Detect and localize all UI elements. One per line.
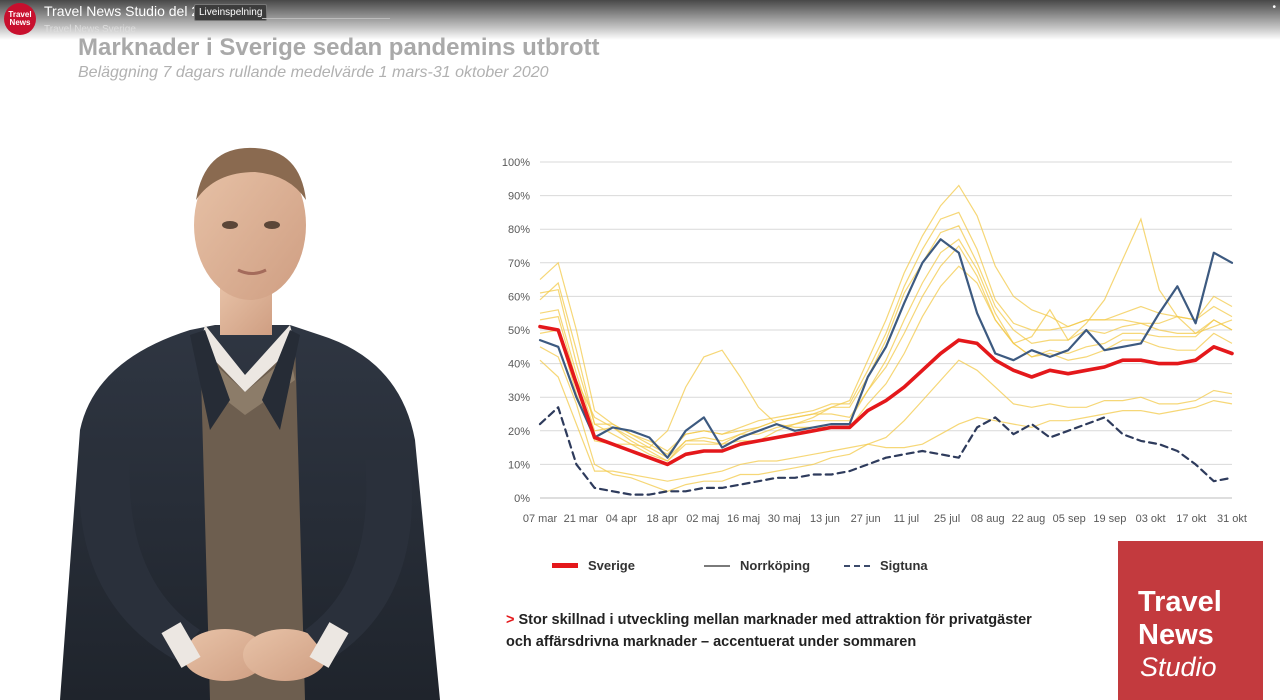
x-tick-label: 27 jun — [851, 513, 881, 525]
channel-logo-line1: Travel — [8, 10, 32, 19]
legend-label-sverige: Sverige — [588, 558, 635, 573]
takeaway-line2: och affärsdrivna marknader – accentuerat… — [506, 634, 917, 650]
legend-swatch-norrkoping — [704, 564, 730, 567]
y-tick-label: 40% — [508, 359, 530, 371]
x-tick-label: 25 jul — [934, 513, 960, 525]
brand-line3: Studio — [1140, 652, 1217, 682]
occupancy-line-chart: 0% 10% 20% 30% 40% 50% 60% 70% 80% 90% 100% 07 mar 2… — [502, 157, 1247, 525]
channel-logo-line2: News — [9, 18, 31, 27]
x-tick-label: 21 mar — [564, 513, 599, 525]
x-tick-label: 31 okt — [1217, 513, 1247, 525]
x-tick-label: 02 maj — [686, 513, 719, 525]
video-title[interactable]: Travel News Studio del 2 — [44, 3, 200, 19]
more-icon[interactable]: • — [1272, 2, 1276, 13]
legend-label-norrkoping: Norrköping — [740, 558, 811, 573]
takeaway-line1: > Stor skillnad i utveckling mellan mark… — [506, 609, 1116, 631]
y-tick-label: 0% — [514, 493, 530, 505]
y-tick-label: 80% — [508, 224, 530, 236]
y-tick-label: 60% — [508, 291, 530, 303]
x-tick-label: 11 jul — [894, 513, 919, 525]
channel-logo[interactable]: Travel News — [4, 3, 36, 35]
slide-takeaway: > Stor skillnad i utveckling mellan mark… — [506, 609, 1116, 653]
y-tick-label: 30% — [508, 392, 530, 404]
channel-name[interactable]: Travel News Sverige — [44, 24, 136, 35]
x-tick-label: 17 okt — [1176, 513, 1206, 525]
series-norrkoping — [538, 238, 1234, 459]
travel-news-studio-logo: Travel News Studio — [1118, 541, 1263, 700]
legend-item-sverige: Sverige — [552, 558, 635, 573]
y-tick-label: 90% — [508, 191, 530, 203]
x-tick-label: 05 sep — [1053, 513, 1086, 525]
brand-line1: Travel — [1138, 586, 1222, 618]
player-top-bar: Travel News Travel News Studio del 2 Liv… — [0, 0, 1280, 40]
series-sverige — [538, 324, 1234, 467]
takeaway-marker: > — [506, 612, 515, 628]
x-tick-label: 19 sep — [1093, 513, 1126, 525]
brand-line2: News — [1138, 619, 1214, 651]
presenter-video — [60, 147, 440, 700]
series-other-market — [539, 359, 1233, 482]
x-tick-label: 08 aug — [971, 513, 1005, 525]
legend-item-norrkoping: Norrköping — [704, 558, 810, 573]
x-tick-label: 13 jun — [810, 513, 840, 525]
series-other-market — [539, 184, 1233, 462]
series-other-market — [539, 225, 1233, 456]
series-other-market — [539, 244, 1233, 459]
divider — [262, 18, 390, 19]
y-tick-label: 70% — [508, 258, 530, 270]
live-badge: Liveinspelning — [194, 4, 268, 21]
slide-subtitle: Beläggning 7 dagars rullande medelvärde … — [78, 64, 549, 81]
series-other-market — [539, 346, 1233, 492]
legend-swatch-sverige — [552, 563, 578, 568]
slide-title: Marknader i Sverige sedan pandemins utbr… — [78, 34, 600, 61]
y-tick-label: 100% — [502, 157, 530, 169]
x-tick-label: 07 mar — [523, 513, 558, 525]
x-tick-label: 30 maj — [768, 513, 801, 525]
y-tick-label: 50% — [508, 325, 530, 337]
legend-label-sigtuna: Sigtuna — [880, 558, 928, 573]
chart-legend: Sverige Norrköping Sigtuna — [552, 558, 1052, 578]
x-tick-label: 03 okt — [1136, 513, 1166, 525]
series-other-market — [539, 217, 1233, 462]
series-other-market — [539, 265, 1233, 449]
takeaway-text1: Stor skillnad i utveckling mellan markna… — [518, 612, 1032, 628]
x-tick-label: 22 aug — [1012, 513, 1046, 525]
legend-item-sigtuna: Sigtuna — [844, 558, 928, 573]
y-tick-label: 10% — [508, 459, 530, 471]
y-tick-label: 20% — [508, 426, 530, 438]
series-sigtuna — [538, 406, 1234, 496]
x-tick-label: 04 apr — [606, 513, 638, 525]
legend-swatch-sigtuna — [844, 564, 870, 567]
x-tick-label: 18 apr — [647, 513, 679, 525]
x-tick-label: 16 maj — [727, 513, 760, 525]
